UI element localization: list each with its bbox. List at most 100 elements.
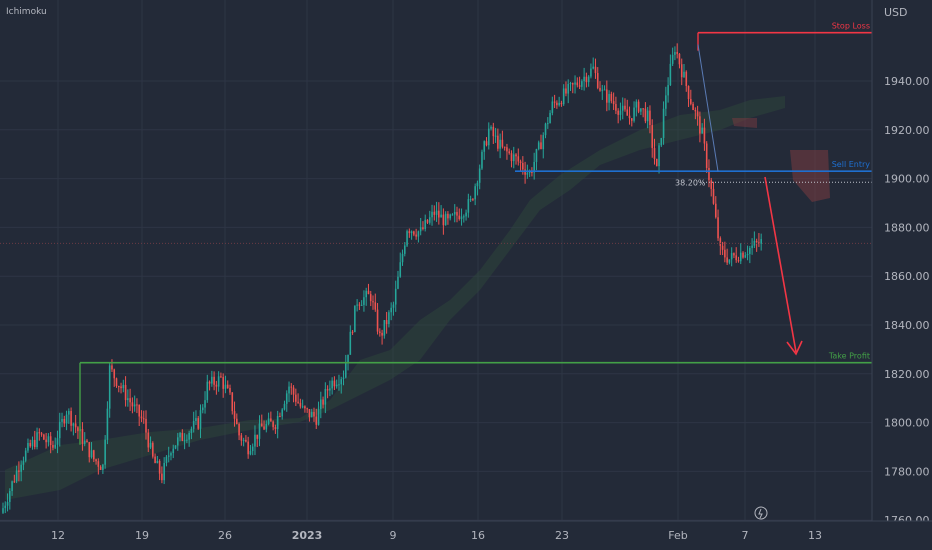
candle-body — [108, 365, 111, 409]
candle-body — [608, 93, 610, 103]
candle-body — [685, 71, 688, 86]
candle-body — [206, 381, 209, 401]
candle-body — [674, 52, 676, 55]
candle-body — [485, 141, 488, 146]
sell-arrow-line — [764, 176, 797, 353]
candle-body — [726, 257, 728, 263]
candle-body — [517, 156, 520, 162]
candle-body — [236, 418, 238, 424]
candle-body — [705, 143, 708, 168]
candle-body — [186, 439, 188, 441]
candle-body — [730, 253, 733, 260]
projection-line — [697, 44, 719, 172]
candle-body — [540, 142, 542, 150]
candle-body — [542, 135, 545, 150]
candle-body — [522, 162, 524, 170]
candle-body — [515, 154, 517, 157]
candle-body — [528, 171, 531, 173]
candle-body — [690, 98, 692, 104]
candle-body — [442, 214, 445, 226]
candle-body — [481, 151, 483, 169]
candle-body — [347, 354, 349, 364]
level-take-profit: Take Profit1824.54 — [80, 352, 927, 372]
time-axis[interactable]: 12 19 26 2023 9 16 23 Feb 7 13 — [0, 506, 932, 550]
candle-body — [272, 421, 274, 428]
candle-body — [744, 255, 747, 258]
candle-body — [397, 276, 399, 289]
candle-body — [24, 450, 27, 461]
candle-body — [658, 145, 660, 167]
candle-body — [753, 240, 756, 246]
candle-body — [129, 398, 131, 403]
candle-body — [167, 455, 170, 457]
candle-body — [714, 203, 717, 218]
price-tick-label: 1840.00 — [884, 319, 930, 332]
candle-body — [478, 168, 481, 183]
price-axis[interactable]: 1760.001780.001800.001820.001840.001860.… — [871, 0, 932, 550]
candle-body — [680, 64, 683, 78]
candle-body — [719, 238, 722, 246]
candle-body — [703, 127, 706, 144]
candle-body — [601, 89, 604, 91]
candle-body — [399, 262, 402, 277]
candle-body — [603, 89, 606, 91]
candle-body — [567, 84, 570, 94]
candle-body — [519, 161, 522, 163]
candle-body — [499, 139, 501, 149]
candle-body — [531, 171, 533, 173]
candle-body — [229, 387, 231, 393]
candle-body — [267, 418, 270, 424]
candle-body — [86, 440, 88, 443]
grid — [0, 0, 872, 521]
candle-body — [93, 450, 95, 460]
candle-body — [113, 369, 116, 379]
candle-body — [140, 416, 143, 419]
candle-body — [547, 123, 549, 125]
candle-body — [102, 464, 104, 471]
candle-body — [571, 83, 574, 85]
price-tick-label: 1800.00 — [884, 417, 930, 430]
level-label: Stop Loss — [832, 22, 870, 31]
event-marker-icon — [754, 506, 768, 520]
candle-body — [179, 433, 181, 438]
candle-body — [351, 331, 354, 333]
time-tick-label: 12 — [51, 529, 65, 542]
candle-body — [338, 384, 340, 386]
candle-body — [444, 213, 447, 226]
candle-body — [190, 428, 193, 434]
candle-body — [390, 307, 392, 313]
candle-body — [226, 384, 229, 388]
candle-body — [433, 211, 436, 215]
candle-body — [628, 115, 631, 119]
candle-body — [315, 416, 318, 425]
candle-body — [251, 446, 254, 452]
price-axis-bg — [872, 0, 932, 550]
candle-body — [281, 409, 284, 417]
candle-body — [263, 426, 265, 430]
time-tick-label: 2023 — [292, 529, 323, 542]
candle-body — [367, 290, 370, 295]
candle-body — [537, 142, 540, 150]
candle-body — [301, 406, 304, 408]
candle-body — [54, 444, 57, 448]
candle-body — [317, 409, 320, 425]
candle-body — [215, 384, 218, 387]
candle-body — [70, 410, 72, 426]
candle-body — [619, 110, 622, 115]
candle-body — [655, 158, 658, 167]
candle-body — [742, 252, 744, 258]
candle-body — [676, 52, 678, 54]
ichimoku-cloud — [5, 96, 830, 500]
candle-body — [369, 294, 372, 302]
candle-body — [18, 470, 20, 472]
candle-body — [242, 439, 245, 441]
price-tick-label: 1920.00 — [884, 124, 930, 137]
candle-body — [737, 260, 740, 262]
candle-body — [424, 219, 427, 230]
candle-body — [56, 438, 59, 445]
candle-body — [760, 239, 762, 244]
candle-body — [344, 363, 347, 378]
candle-body — [274, 427, 277, 430]
